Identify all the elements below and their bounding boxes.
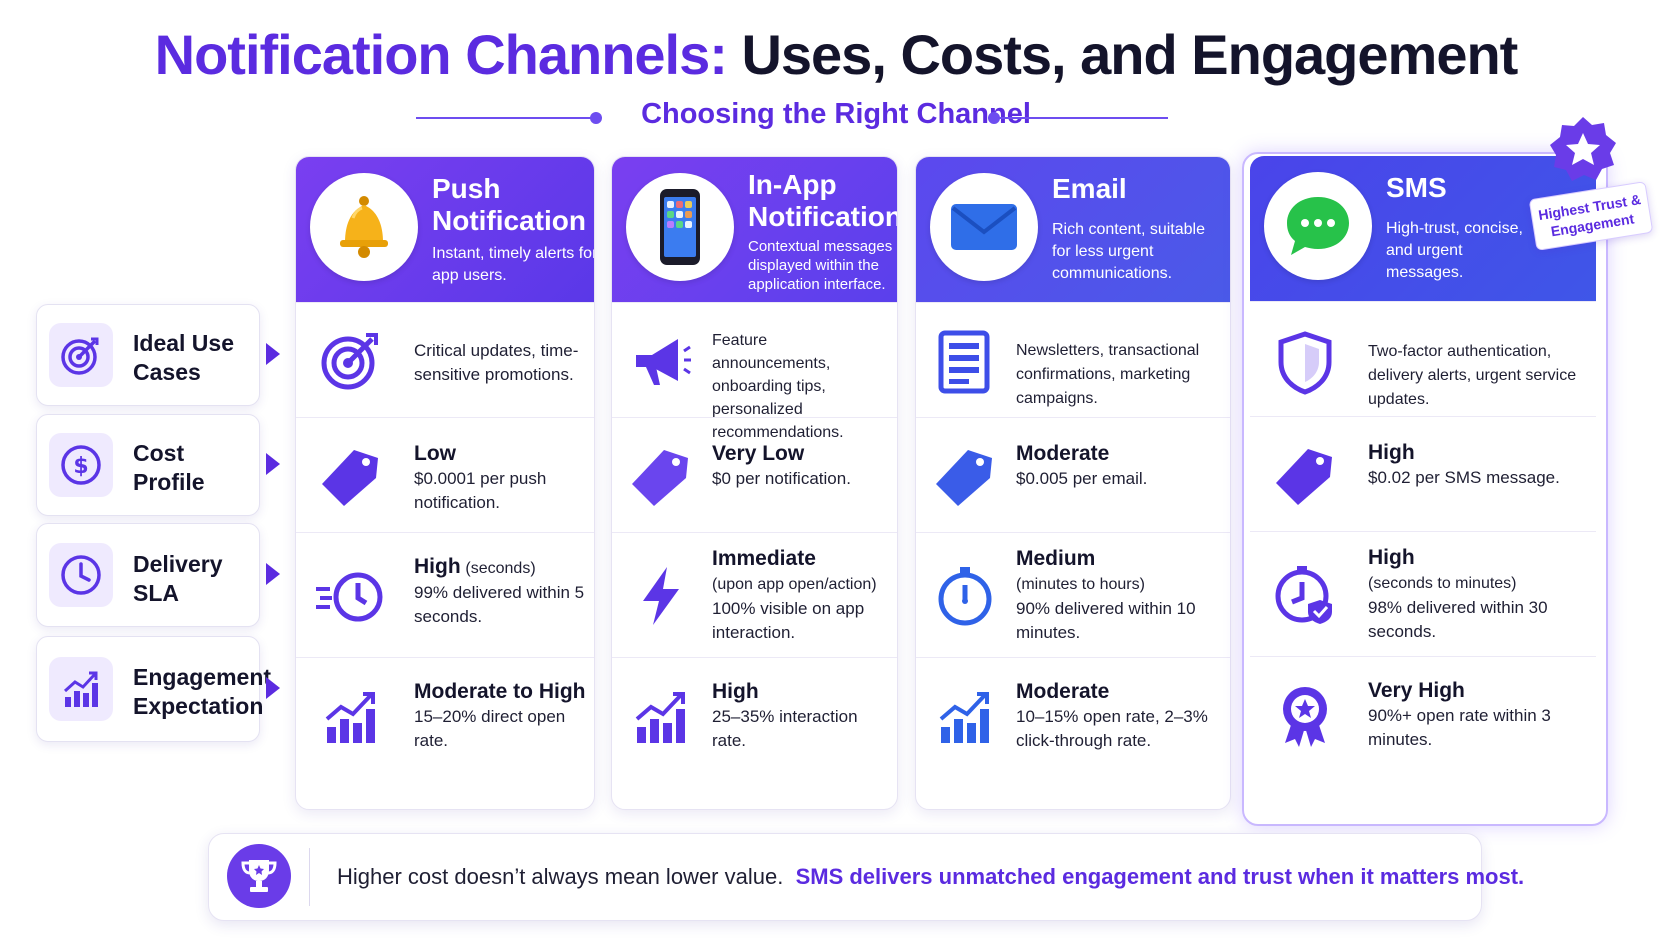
- use-cases-text: Two-factor authentication, delivery aler…: [1368, 343, 1577, 408]
- column-push: Push Notification Instant, timely alerts…: [295, 156, 595, 810]
- growth-chart-icon: [624, 680, 698, 754]
- award-ribbon-icon: [1268, 679, 1342, 753]
- price-tag-icon: [928, 440, 1002, 514]
- target-icon: [49, 323, 113, 387]
- lightning-icon: [624, 559, 698, 633]
- subtitle-dot-left: [590, 112, 602, 124]
- column-header: Email Rich content, suitable for less ur…: [916, 157, 1230, 302]
- page-title: Notification Channels: Uses, Costs, and …: [154, 23, 1519, 86]
- row-card-engagement: Engagement Expectation: [36, 636, 272, 742]
- cell-engagement: Moderate to High 15–20% direct open rate.: [296, 657, 594, 809]
- document-icon: [928, 325, 1002, 399]
- svg-text:$: $: [73, 454, 88, 479]
- megaphone-icon: [624, 325, 698, 399]
- row-card-cost: $ Cost Profile: [36, 414, 260, 516]
- column-description: Rich content, suitable for less urgent c…: [1052, 221, 1205, 282]
- column-in-app: In-App Notification Contextual messages …: [611, 156, 898, 810]
- footer-text: Higher cost doesn’t always mean lower va…: [337, 864, 1525, 889]
- cell-cost: Very Low $0 per notification.: [612, 417, 897, 533]
- trophy-icon: [227, 844, 291, 908]
- use-cases-text: Feature announcements, onboarding tips, …: [712, 332, 844, 441]
- column-description: High-trust, concise, and urgent messages…: [1386, 220, 1523, 281]
- row-arrow: [266, 677, 280, 699]
- engagement-text: Moderate to High 15–20% direct open rate.: [414, 680, 586, 750]
- dollar-icon: $: [49, 433, 113, 497]
- star-badge-icon: [1548, 115, 1618, 185]
- cell-sla: High (seconds) 99% delivered within 5 sec…: [296, 532, 594, 658]
- target-icon: [314, 323, 388, 397]
- engagement-text: Moderate 10–15% open rate, 2–3% click-thr…: [1016, 680, 1208, 750]
- column-title: Push Notification: [432, 173, 586, 236]
- engagement-text: Very High 90%+ open rate within 3 minutes…: [1368, 679, 1551, 749]
- cost-text: High $0.02 per SMS message.: [1368, 441, 1560, 487]
- cell-cost: High $0.02 per SMS message.: [1250, 416, 1596, 532]
- cell-engagement: High 25–35% interaction rate.: [612, 657, 897, 809]
- cell-use-cases: Newsletters, transactional confirmations…: [916, 302, 1230, 418]
- subtitle-row: Choosing the Right Channel: [0, 98, 1672, 138]
- cost-text: Very Low $0 per notification.: [712, 442, 851, 488]
- footer-banner: Higher cost doesn’t always mean lower va…: [208, 833, 1524, 921]
- column-title: In-App Notification: [748, 169, 898, 232]
- engagement-text: High 25–35% interaction rate.: [712, 680, 858, 750]
- sla-text: Immediate (upon app open/action) 100% visi…: [712, 547, 877, 642]
- growth-chart-icon: [49, 657, 113, 721]
- growth-chart-icon: [314, 680, 388, 754]
- row-arrow: [266, 563, 280, 585]
- cell-engagement: Very High 90%+ open rate within 3 minutes…: [1250, 656, 1596, 808]
- column-description: Contextual messages displayed within the…: [748, 238, 893, 293]
- row-label: Cost Profile: [133, 440, 205, 495]
- column-sms: SMS High-trust, concise, and urgent mess…: [1250, 156, 1596, 808]
- cell-sla: High (seconds to minutes) 98% delivered wi…: [1250, 531, 1596, 657]
- stopwatch-icon: [928, 559, 1002, 633]
- column-title: SMS: [1386, 172, 1447, 203]
- sla-text: Medium (minutes to hours) 90% delivered wi…: [1016, 547, 1196, 642]
- subtitle: Choosing the Right Channel: [641, 98, 1031, 130]
- column-email: Email Rich content, suitable for less ur…: [915, 156, 1231, 810]
- row-arrow: [266, 343, 280, 365]
- cell-sla: Medium (minutes to hours) 90% delivered wi…: [916, 532, 1230, 658]
- cell-use-cases: Two-factor authentication, delivery aler…: [1250, 301, 1596, 417]
- column-header: Push Notification Instant, timely alerts…: [296, 157, 594, 302]
- column-title: Email: [1052, 173, 1127, 204]
- column-description: Instant, timely alerts for app users.: [432, 245, 595, 284]
- envelope-icon: [930, 173, 1038, 281]
- clock-shield-icon: [1268, 558, 1342, 632]
- cell-cost: Low $0.0001 per push notification.: [296, 417, 594, 533]
- cell-sla: Immediate (upon app open/action) 100% visi…: [612, 532, 897, 658]
- row-label: Delivery SLA: [133, 551, 223, 606]
- price-tag-icon: [314, 440, 388, 514]
- chat-bubble-icon: [1264, 172, 1372, 280]
- cell-use-cases: Critical updates, time-sensitive promoti…: [296, 302, 594, 418]
- column-header: In-App Notification Contextual messages …: [612, 157, 897, 302]
- sms-highlight-frame: [1242, 152, 1608, 826]
- cost-text: Moderate $0.005 per email.: [1016, 442, 1148, 488]
- shield-icon: [1268, 326, 1342, 400]
- footer-divider: [309, 848, 310, 906]
- cell-engagement: Moderate 10–15% open rate, 2–3% click-thr…: [916, 657, 1230, 809]
- bell-icon: [310, 173, 418, 281]
- sla-text: High (seconds) 99% delivered within 5 sec…: [414, 555, 585, 626]
- price-tag-icon: [1268, 439, 1342, 513]
- column-header: SMS High-trust, concise, and urgent mess…: [1250, 156, 1596, 301]
- row-arrow: [266, 453, 280, 475]
- use-cases-text: Critical updates, time-sensitive promoti…: [414, 341, 579, 384]
- smartphone-icon: [626, 173, 734, 281]
- sla-text: High (seconds to minutes) 98% delivered wi…: [1368, 546, 1548, 641]
- subtitle-line-right: [996, 117, 1168, 119]
- cell-cost: Moderate $0.005 per email.: [916, 417, 1230, 533]
- cost-text: Low $0.0001 per push notification.: [414, 442, 547, 512]
- growth-chart-icon: [928, 680, 1002, 754]
- subtitle-line-left: [416, 117, 594, 119]
- row-card-sla: Delivery SLA: [36, 523, 260, 627]
- row-card-use-cases: Ideal Use Cases: [36, 304, 260, 406]
- subtitle-dot-right: [988, 112, 1000, 124]
- clock-icon: [49, 543, 113, 607]
- row-label: Ideal Use Cases: [133, 330, 234, 385]
- use-cases-text: Newsletters, transactional confirmations…: [1016, 342, 1200, 407]
- cell-use-cases: Feature announcements, onboarding tips, …: [612, 302, 897, 441]
- row-label: Engagement Expectation: [133, 664, 272, 719]
- fast-clock-icon: [314, 559, 388, 633]
- price-tag-icon: [624, 440, 698, 514]
